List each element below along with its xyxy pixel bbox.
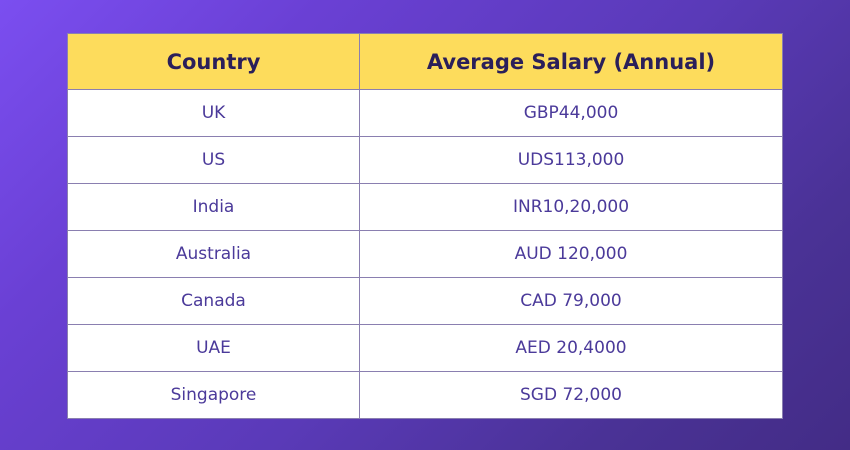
cell-country: US — [67, 136, 360, 184]
salary-table: Country Average Salary (Annual) UK GBP44… — [67, 33, 783, 419]
cell-country: Canada — [67, 277, 360, 325]
table-row: US UDS113,000 — [67, 136, 783, 184]
cell-salary: UDS113,000 — [359, 136, 783, 184]
header-country: Country — [67, 33, 360, 90]
cell-country: India — [67, 183, 360, 231]
table-row: Singapore SGD 72,000 — [67, 371, 783, 419]
table-row: UAE AED 20,4000 — [67, 324, 783, 372]
table-row: Australia AUD 120,000 — [67, 230, 783, 278]
table-header-row: Country Average Salary (Annual) — [67, 33, 783, 90]
table-row: UK GBP44,000 — [67, 89, 783, 137]
cell-salary: AUD 120,000 — [359, 230, 783, 278]
header-average-salary: Average Salary (Annual) — [359, 33, 783, 90]
cell-salary: CAD 79,000 — [359, 277, 783, 325]
cell-country: UAE — [67, 324, 360, 372]
table-row: Canada CAD 79,000 — [67, 277, 783, 325]
table-row: India INR10,20,000 — [67, 183, 783, 231]
cell-salary: SGD 72,000 — [359, 371, 783, 419]
cell-salary: INR10,20,000 — [359, 183, 783, 231]
cell-salary: GBP44,000 — [359, 89, 783, 137]
cell-country: Australia — [67, 230, 360, 278]
cell-country: UK — [67, 89, 360, 137]
cell-salary: AED 20,4000 — [359, 324, 783, 372]
cell-country: Singapore — [67, 371, 360, 419]
